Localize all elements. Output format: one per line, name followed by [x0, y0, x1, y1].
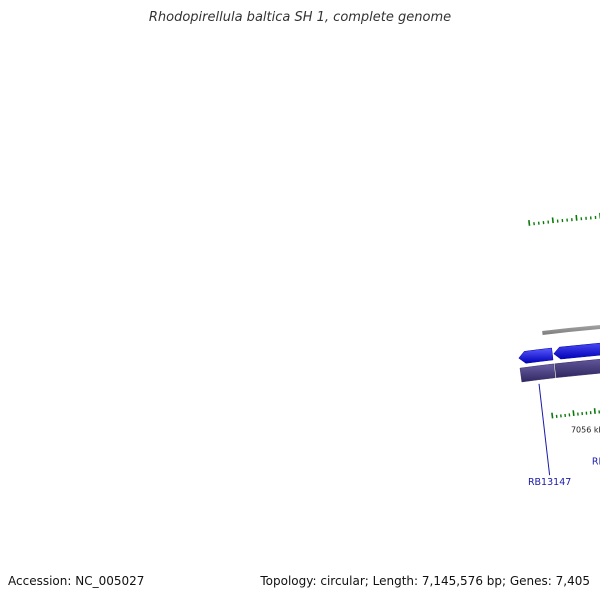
genome-backbone — [542, 325, 600, 335]
genome-summary-text: Topology: circular; Length: 7,145,576 bp… — [260, 574, 590, 588]
scale-tick — [575, 214, 578, 221]
cds-block — [519, 363, 556, 383]
gene-arrow-rb13147[interactable] — [518, 347, 554, 364]
scale-tick — [572, 410, 575, 417]
feature-label-rb13148[interactable]: RB13148 — [592, 456, 600, 467]
backbone-arc — [542, 325, 600, 335]
cds-track — [519, 358, 600, 383]
scale-labels: 7056 kbp7058 kbp7060 kbp7062 kbp7064 kbp… — [571, 425, 600, 434]
accession-text: Accession: NC_005027 — [8, 574, 145, 588]
gene-track — [518, 339, 600, 364]
scale-tick — [528, 219, 531, 226]
leader-line-rb13147 — [538, 383, 551, 476]
scale-tick — [551, 217, 554, 224]
feature-label-rb13147[interactable]: RB13147 — [528, 477, 571, 488]
inner-tick-track — [551, 408, 600, 419]
scale-label-7056: 7056 kbp — [571, 425, 600, 434]
outer-tick-track — [528, 212, 600, 226]
scale-tick — [593, 408, 596, 414]
gene-arrow-rb13148[interactable] — [553, 339, 600, 360]
scale-tick — [551, 412, 554, 419]
feature-labels: RB13147RB13148RB13150RB13154RB13155RB131… — [528, 383, 600, 488]
cds-block — [554, 358, 600, 378]
map-title: Rhodopirellula baltica SH 1, complete ge… — [148, 10, 452, 25]
